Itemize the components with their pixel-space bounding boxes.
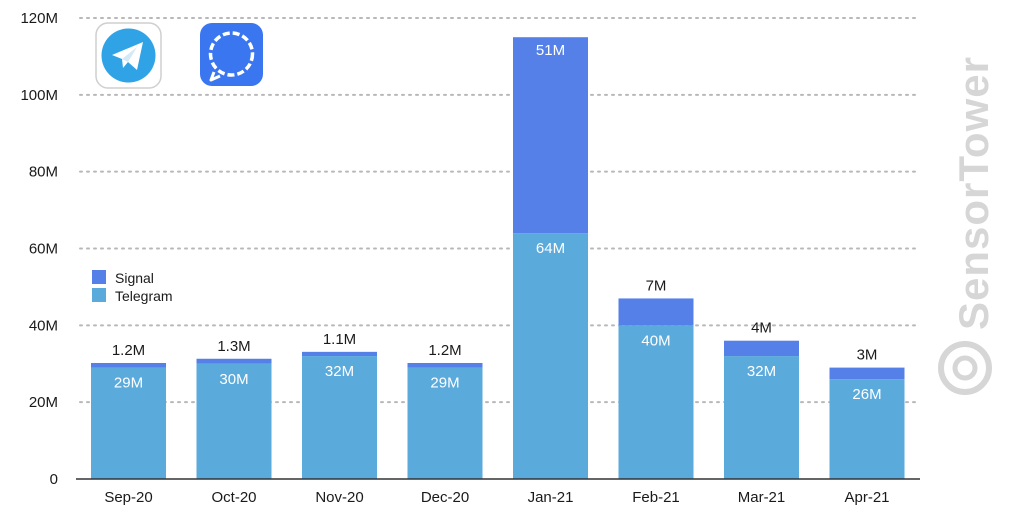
bar-telegram [196,363,272,479]
watermark-text: SensorTower [950,56,997,330]
y-tick-label: 100M [20,87,58,104]
signal-icon [200,23,263,86]
data-label-telegram: 29M [114,375,143,392]
x-tick-label: Sep-20 [104,489,152,506]
data-label-signal: 3M [857,347,878,364]
data-label-signal: 1.1M [323,331,356,348]
bar-signal [407,362,483,368]
legend-swatch-signal [92,270,106,284]
bar-signal [618,298,694,326]
legend-label-telegram: Telegram [115,288,173,304]
sensortower-watermark: SensorTower [938,56,997,395]
data-label-signal: 1.2M [112,342,145,359]
bar-telegram [302,356,377,479]
bar-signal [513,37,588,234]
y-tick-label: 120M [20,10,58,27]
data-label-signal: 1.3M [217,338,250,355]
y-tick-label: 40M [29,317,58,334]
data-label-signal: 4M [751,320,772,337]
bars: 29M 1.2M 30M 1.3M 32M 1.1M 29M 1.2M 64M 51M 40M 7M 3… [91,37,905,479]
x-tick-label: Feb-21 [632,489,680,506]
data-label-telegram: 26M [852,386,881,403]
bar-telegram [829,379,905,479]
data-label-signal: 7M [646,277,667,294]
x-tick-label: Mar-21 [738,489,786,506]
bar-telegram [407,367,483,479]
bar-telegram [724,356,799,479]
bar-signal [91,362,166,368]
data-label-telegram: 32M [747,363,776,380]
bar-signal [196,358,272,364]
legend-label-signal: Signal [115,270,154,286]
data-label-telegram: 29M [430,375,459,392]
x-tick-label: Nov-20 [315,489,363,506]
bar-telegram [618,325,694,479]
data-label-telegram: 32M [325,363,354,380]
data-label-telegram: 40M [641,332,670,349]
y-axis: 0 20M 40M 60M 80M 100M 120M [20,10,58,488]
data-label-telegram: 30M [219,371,248,388]
data-label-signal: 51M [536,42,565,59]
y-tick-label: 80M [29,164,58,181]
data-label-signal: 1.2M [428,342,461,359]
y-tick-label: 60M [29,241,58,258]
legend-swatch-telegram [92,288,106,302]
bar-telegram [91,367,166,479]
x-tick-label: Oct-20 [211,489,256,506]
x-tick-label: Jan-21 [528,489,574,506]
bar-signal [829,367,905,380]
bar-signal [724,340,799,357]
x-tick-label: Dec-20 [421,489,469,506]
y-tick-label: 20M [29,394,58,411]
x-axis: Sep-20 Oct-20 Nov-20 Dec-20 Jan-21 Feb-21 Mar-… [76,478,920,506]
data-label-telegram: 64M [536,240,565,257]
bar-signal [302,351,377,357]
y-tick-label: 0 [50,471,58,488]
bar-telegram [513,233,588,479]
legend: Signal Telegram [92,270,173,304]
x-tick-label: Apr-21 [844,489,889,506]
telegram-icon [95,22,162,89]
